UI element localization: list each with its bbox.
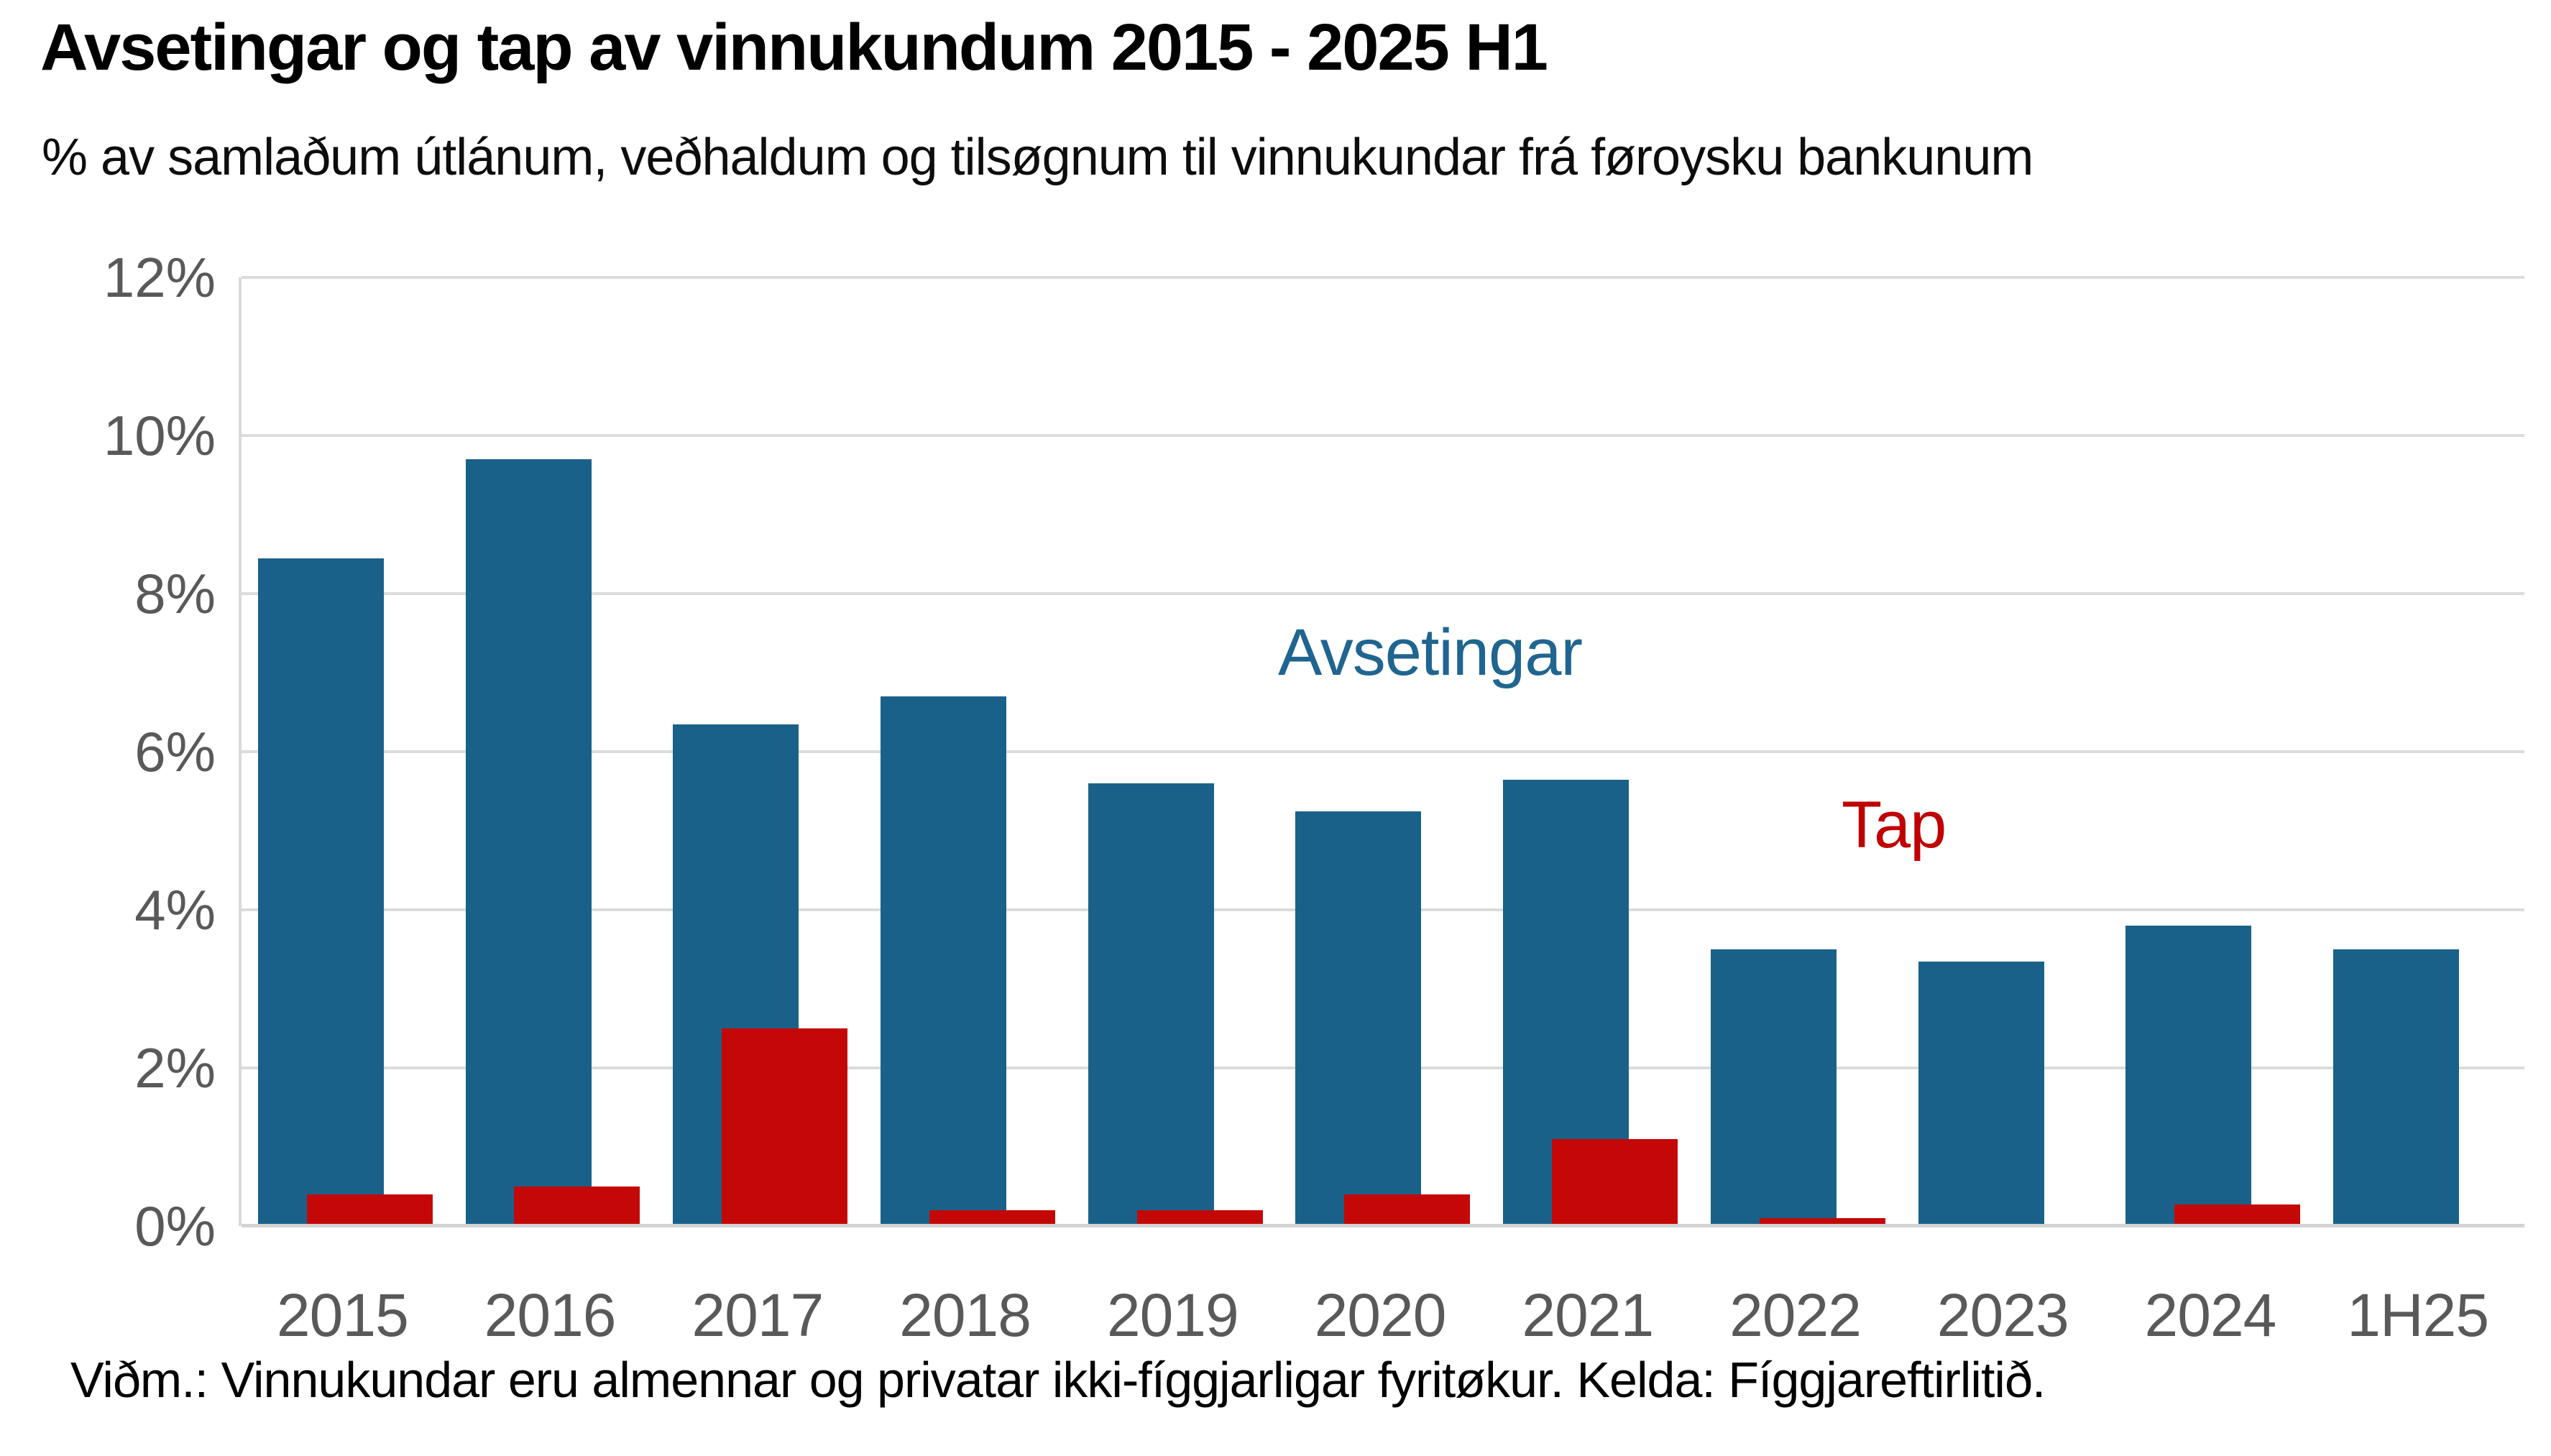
bar-avsetingar-2016 xyxy=(465,459,592,1226)
x-tick-label-2016: 2016 xyxy=(484,1281,617,1349)
bar-group-2015 xyxy=(242,277,449,1226)
bar-group-2016 xyxy=(449,277,657,1226)
x-tick-label-2017: 2017 xyxy=(691,1281,824,1349)
bar-tap-2020 xyxy=(1344,1194,1471,1226)
gridline-10% xyxy=(242,434,2524,437)
y-tick-label-10%: 10% xyxy=(103,404,216,467)
bar-avsetingar-2019 xyxy=(1088,783,1214,1226)
bar-avsetingar-1H25 xyxy=(2333,949,2460,1226)
bar-avsetingar-2022 xyxy=(1710,949,1837,1226)
bar-avsetingar-2024 xyxy=(2125,926,2252,1226)
x-tick-label-2015: 2015 xyxy=(276,1281,409,1349)
bar-group-2019 xyxy=(1072,277,1279,1226)
gridline-12% xyxy=(242,276,2524,279)
x-tick-label-2021: 2021 xyxy=(1522,1281,1654,1349)
x-tick-label-2022: 2022 xyxy=(1729,1281,1862,1349)
bar-tap-2019 xyxy=(1136,1210,1263,1226)
bar-tap-2015 xyxy=(306,1194,433,1226)
bar-group-2023 xyxy=(1902,277,2110,1226)
x-axis-line xyxy=(242,1224,2524,1227)
x-axis-labels: 2015 2016 2017 2018 2019 2020 2021 2022 2023 2024… xyxy=(239,1281,2522,1350)
bar-group-1H25 xyxy=(2317,277,2524,1226)
bar-group-2017 xyxy=(656,277,864,1226)
bar-group-2022 xyxy=(1694,277,1902,1226)
bar-groups xyxy=(242,277,2524,1226)
x-tick-label-2020: 2020 xyxy=(1314,1281,1447,1349)
plot-area xyxy=(239,276,2524,1227)
y-tick-label-6%: 6% xyxy=(134,720,216,783)
y-tick-label-0%: 0% xyxy=(134,1194,216,1258)
series-label-tap: Tap xyxy=(1842,788,1946,862)
chart-subtitle: % av samlaðum útlánum, veðhaldum og tils… xyxy=(42,129,2033,186)
bar-avsetingar-2020 xyxy=(1295,811,1422,1226)
chart-footer-note: Viðm.: Vinnukundar eru almennar og priva… xyxy=(70,1352,2046,1408)
gridline-8% xyxy=(242,592,2524,595)
y-tick-label-8%: 8% xyxy=(134,562,216,625)
bar-group-2020 xyxy=(1279,277,1487,1226)
bar-avsetingar-2023 xyxy=(1918,961,2044,1226)
x-tick-label-1H25: 1H25 xyxy=(2347,1281,2489,1349)
bar-group-2018 xyxy=(864,277,1072,1226)
bar-group-2021 xyxy=(1486,277,1694,1226)
series-label-avsetingar: Avsetingar xyxy=(1278,616,1583,689)
bar-tap-2018 xyxy=(929,1210,1055,1226)
x-tick-label-2023: 2023 xyxy=(1936,1281,2069,1349)
y-tick-label-4%: 4% xyxy=(134,878,216,941)
bar-group-2024 xyxy=(2110,277,2317,1226)
y-tick-label-2%: 2% xyxy=(134,1036,216,1100)
bar-tap-2016 xyxy=(514,1187,640,1226)
bar-tap-2017 xyxy=(722,1028,848,1226)
chart-title: Avsetingar og tap av vinnukundum 2015 - … xyxy=(40,11,1548,84)
bar-avsetingar-2015 xyxy=(257,558,384,1226)
x-tick-label-2024: 2024 xyxy=(2144,1281,2277,1349)
x-tick-label-2018: 2018 xyxy=(899,1281,1031,1349)
x-tick-label-2019: 2019 xyxy=(1106,1281,1239,1349)
bar-tap-2021 xyxy=(1552,1139,1678,1226)
bar-avsetingar-2018 xyxy=(881,696,1006,1226)
bar-tap-2022 xyxy=(1759,1218,1885,1226)
bar-tap-2024 xyxy=(2174,1204,2301,1226)
y-tick-label-12%: 12% xyxy=(103,246,216,309)
gridline-6% xyxy=(242,750,2524,753)
